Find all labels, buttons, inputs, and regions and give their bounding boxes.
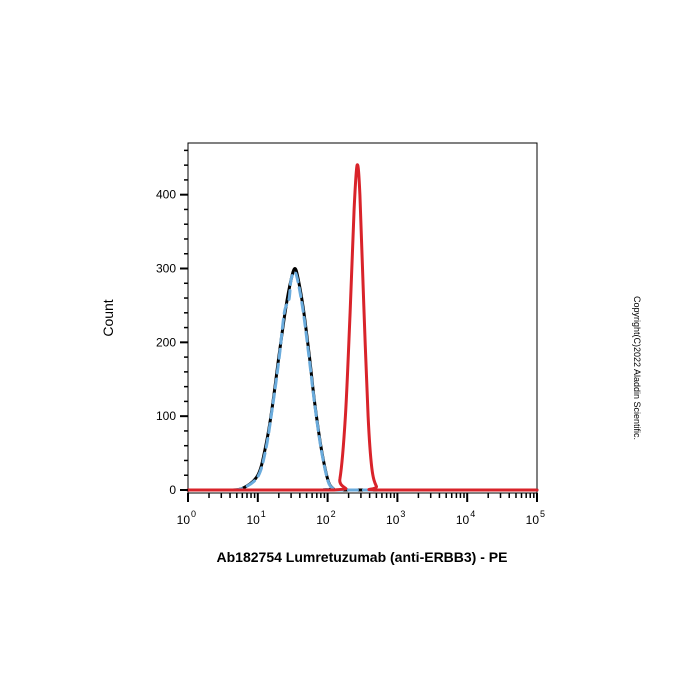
y-axis-title: Count <box>100 299 116 336</box>
series-layer <box>186 163 539 492</box>
x-tick-exponent: 0 <box>191 509 196 519</box>
plot-frame <box>187 142 538 494</box>
x-tick-exponent: 5 <box>540 509 545 519</box>
series-line-2 <box>186 163 539 492</box>
x-tick-exponent: 3 <box>400 509 405 519</box>
x-axis: 10 0 10 1 10 2 10 3 10 4 10 5 <box>177 493 545 527</box>
y-tick-label: 400 <box>156 188 176 202</box>
y-tick-label: 0 <box>169 483 176 497</box>
y-tick-label: 100 <box>156 409 176 423</box>
series-line-1 <box>186 270 539 492</box>
x-tick-label: 10 <box>456 513 470 527</box>
x-tick-exponent: 2 <box>331 509 336 519</box>
x-tick-exponent: 4 <box>470 509 475 519</box>
x-tick-exponent: 1 <box>261 509 266 519</box>
y-tick-label: 300 <box>156 262 176 276</box>
x-axis-title: Ab182754 Lumretuzumab (anti-ERBB3) - PE <box>217 549 508 565</box>
x-tick-label: 10 <box>386 513 400 527</box>
copyright-text: Copyright(C)2022 Aladdin Scientific. <box>632 296 642 440</box>
y-tick-label: 200 <box>156 335 176 349</box>
y-axis: 0 100 200 300 400 <box>156 149 188 497</box>
x-tick-label: 10 <box>177 513 191 527</box>
x-tick-label: 10 <box>246 513 260 527</box>
x-tick-label: 10 <box>526 513 540 527</box>
x-tick-label: 10 <box>316 513 330 527</box>
